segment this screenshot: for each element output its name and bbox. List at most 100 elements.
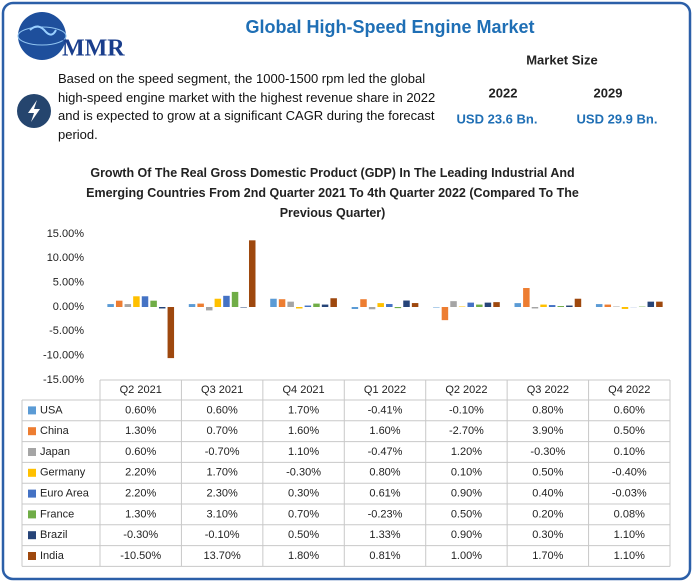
table-cell: 0.61% — [369, 488, 400, 500]
x-tick-label: Q2 2021 — [120, 384, 162, 396]
bar — [531, 307, 539, 309]
table-cell: 2.30% — [207, 488, 238, 500]
legend-swatch — [28, 510, 36, 519]
table-cell: 1.30% — [125, 508, 156, 520]
table-cell: -0.03% — [612, 488, 647, 500]
bar — [296, 307, 303, 309]
table-cell: 0.30% — [288, 488, 319, 500]
legend-swatch — [28, 531, 36, 540]
market-year: 2029 — [594, 85, 623, 100]
bar — [386, 304, 393, 307]
market-size-label: Market Size — [526, 52, 598, 67]
bar — [557, 306, 565, 307]
bar — [304, 305, 312, 307]
logo-land — [29, 25, 57, 36]
table-cell: 2.20% — [125, 467, 156, 479]
table-cell: -0.41% — [368, 404, 403, 416]
y-tick-label: 0.00% — [53, 301, 84, 313]
table-cell: 1.80% — [288, 550, 319, 562]
bar — [523, 288, 530, 307]
y-tick-label: -10.00% — [43, 350, 84, 362]
bar — [188, 304, 196, 307]
table-cell: 0.30% — [532, 529, 563, 541]
bar — [377, 303, 384, 307]
table-cell: -0.47% — [368, 446, 403, 458]
bar — [313, 303, 320, 307]
bar — [493, 302, 500, 307]
bar — [115, 300, 123, 307]
legend-label: Japan — [40, 446, 70, 458]
market-year: 2022 — [489, 85, 518, 100]
y-tick-label: -5.00% — [49, 325, 84, 337]
bar — [158, 307, 166, 309]
table-cell: 0.90% — [451, 488, 482, 500]
table-cell: 0.50% — [451, 508, 482, 520]
table-cell: 0.10% — [614, 446, 645, 458]
legend-swatch — [28, 406, 36, 415]
market-value: USD 29.9 Bn. — [577, 111, 658, 126]
table-cell: 0.10% — [451, 467, 482, 479]
table-cell: 0.90% — [451, 529, 482, 541]
table-cell: 0.80% — [532, 404, 563, 416]
bar — [394, 307, 402, 309]
logo-globe — [18, 12, 66, 60]
bar — [548, 305, 556, 307]
bar — [330, 298, 337, 307]
table-cell: -0.10% — [205, 529, 240, 541]
table-cell: 3.90% — [532, 425, 563, 437]
table-cell: 2.20% — [125, 488, 156, 500]
table-cell: -0.40% — [612, 467, 647, 479]
x-tick-label: Q1 2022 — [364, 384, 406, 396]
bar — [150, 300, 157, 307]
legend-label: China — [40, 425, 70, 437]
table-cell: -0.30% — [123, 529, 158, 541]
bar — [321, 304, 329, 307]
bar — [411, 303, 419, 307]
table-cell: -10.50% — [120, 550, 161, 562]
table-cell: -0.30% — [530, 446, 565, 458]
table-cell: 1.10% — [288, 446, 319, 458]
table-cell: 0.60% — [125, 404, 156, 416]
logo-text: MMR — [62, 36, 125, 62]
table-cell: 0.40% — [532, 488, 563, 500]
description: Based on the speed segment, the 1000-150… — [58, 71, 436, 142]
page-title: Global High-Speed Engine Market — [245, 17, 534, 37]
bar — [278, 299, 286, 307]
bar — [467, 302, 474, 307]
legend-label: Germany — [40, 467, 86, 479]
bar — [141, 296, 149, 307]
table-cell: 0.20% — [532, 508, 563, 520]
legend-swatch — [28, 552, 36, 560]
legend-label: Brazil — [40, 529, 68, 541]
bar — [368, 307, 376, 310]
bar — [124, 304, 132, 307]
table-cell: 13.70% — [203, 550, 241, 562]
bar — [167, 307, 175, 359]
legend-label: France — [40, 508, 74, 520]
table-cell: -0.30% — [286, 467, 321, 479]
bar — [223, 295, 230, 307]
bar — [476, 304, 483, 307]
y-tick-label: 5.00% — [53, 277, 84, 289]
table-cell: 1.30% — [125, 425, 156, 437]
legend-swatch — [28, 448, 36, 456]
bar — [484, 302, 492, 307]
table-cell: 0.60% — [614, 404, 645, 416]
x-tick-label: Q3 2021 — [201, 384, 243, 396]
legend-label: Euro Area — [40, 488, 90, 500]
table-cell: -0.10% — [449, 404, 484, 416]
table-cell: 0.50% — [614, 425, 645, 437]
bar — [133, 296, 140, 307]
table-cell: 1.10% — [614, 529, 645, 541]
bar — [450, 301, 457, 307]
bar — [107, 304, 114, 307]
bar — [360, 299, 367, 307]
bar — [287, 301, 294, 307]
table-cell: -0.70% — [205, 446, 240, 458]
bar — [656, 301, 663, 307]
x-tick-label: Q3 2022 — [527, 384, 569, 396]
table-cell: -2.70% — [449, 425, 484, 437]
bar — [248, 240, 256, 307]
bar — [574, 298, 582, 307]
